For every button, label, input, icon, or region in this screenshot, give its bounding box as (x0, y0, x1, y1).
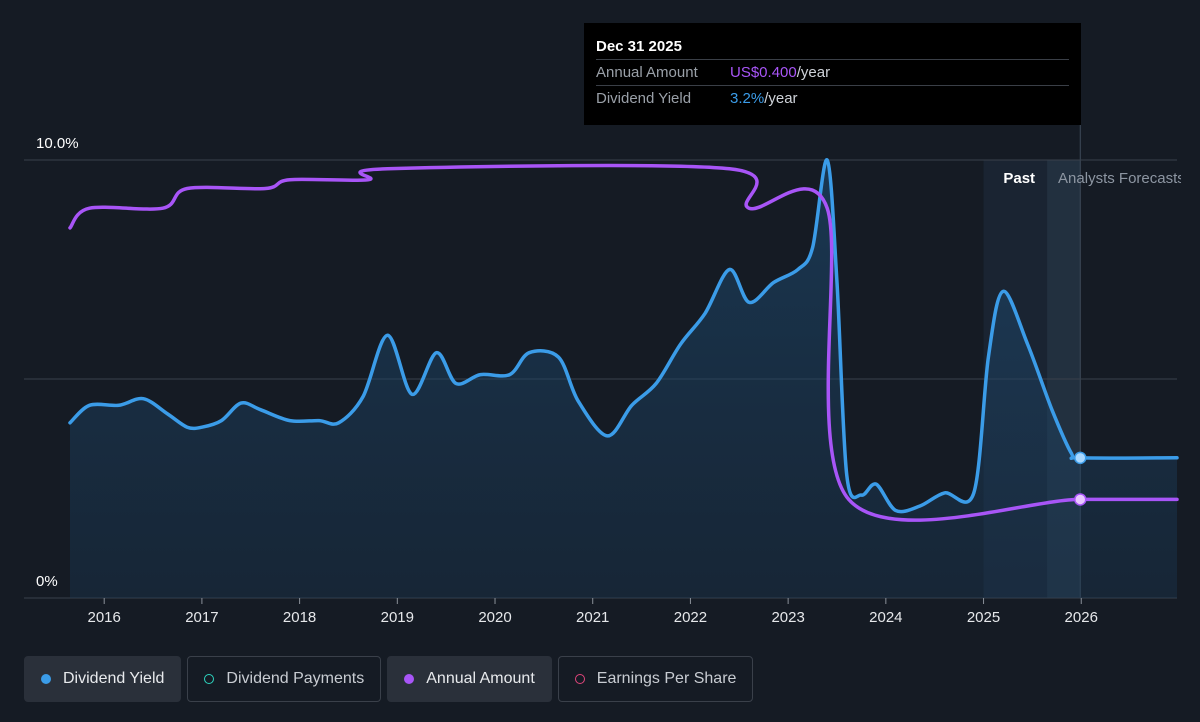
tooltip-row-yield: Dividend Yield 3.2%/year (596, 85, 1069, 111)
tooltip-row-annual: Annual Amount US$0.400/year (596, 59, 1069, 85)
dividend-yield-marker (1074, 451, 1087, 465)
legend-label: Dividend Payments (226, 670, 365, 687)
tooltip-key: Annual Amount (596, 64, 698, 81)
filled-dot-icon (404, 674, 415, 684)
legend-annual-amount[interactable]: Annual Amount (387, 656, 552, 702)
dividend-yield-line (68, 158, 1179, 514)
x-tick-label: 2023 (771, 609, 804, 626)
legend-label: Dividend Yield (63, 670, 165, 687)
y-tick-label-bottom: 0% (36, 573, 58, 590)
x-tick-label: 2018 (283, 609, 316, 626)
x-tick-label: 2020 (478, 609, 511, 626)
past-label: Past (1003, 170, 1035, 187)
tooltip-value: US$0.400/year (730, 60, 830, 85)
x-tick-label: 2016 (88, 609, 121, 626)
legend-dividend-yield[interactable]: Dividend Yield (24, 656, 182, 702)
tooltip: Dec 31 2025 Annual Amount US$0.400/year … (584, 23, 1081, 125)
x-tick-label: 2025 (967, 609, 1000, 626)
tooltip-annual-value: US$0.400 (730, 64, 797, 81)
x-tick-label: 2026 (1065, 609, 1098, 626)
y-tick-label-top: 10.0% (36, 135, 79, 152)
tooltip-date: Dec 31 2025 (596, 38, 682, 55)
x-tick-label: 2024 (869, 609, 902, 626)
x-tick-label: 2019 (381, 609, 414, 626)
legend-label: Annual Amount (426, 670, 535, 687)
forecast-label: Analysts Forecasts (1058, 170, 1185, 187)
hollow-dot-icon (574, 674, 585, 684)
dividend-yield-area (70, 159, 1177, 598)
legend: Dividend Yield Dividend Payments Annual … (24, 656, 754, 702)
dividend-chart: 2016 2017 2018 2019 2020 2021 2022 2023 2024 2025… (24, 125, 1185, 626)
tooltip-suffix: /year (796, 64, 831, 81)
annual-amount-marker (1074, 493, 1087, 506)
tooltip-key: Dividend Yield (596, 90, 692, 107)
legend-label: Earnings Per Share (596, 670, 737, 687)
tooltip-value: 3.2%/year (730, 86, 798, 111)
legend-dividend-payments[interactable]: Dividend Payments (187, 656, 382, 702)
x-tick-label: 2022 (674, 609, 707, 626)
tooltip-yield-value: 3.2% (730, 90, 765, 107)
annual-amount-line (68, 163, 1179, 522)
x-tick-label: 2017 (185, 609, 218, 626)
x-tick-label: 2021 (576, 609, 609, 626)
legend-earnings-per-share[interactable]: Earnings Per Share (557, 656, 754, 702)
region-labels: Past Analysts Forecasts (1003, 170, 1185, 187)
filled-dot-icon (41, 674, 51, 684)
hollow-dot-icon (204, 674, 215, 684)
tooltip-suffix: /year (764, 90, 798, 107)
series-layer (68, 158, 1179, 598)
y-axis: 10.0% 0% (36, 135, 79, 590)
x-axis: 2016 2017 2018 2019 2020 2021 2022 2023 2024 2025… (88, 598, 1098, 626)
